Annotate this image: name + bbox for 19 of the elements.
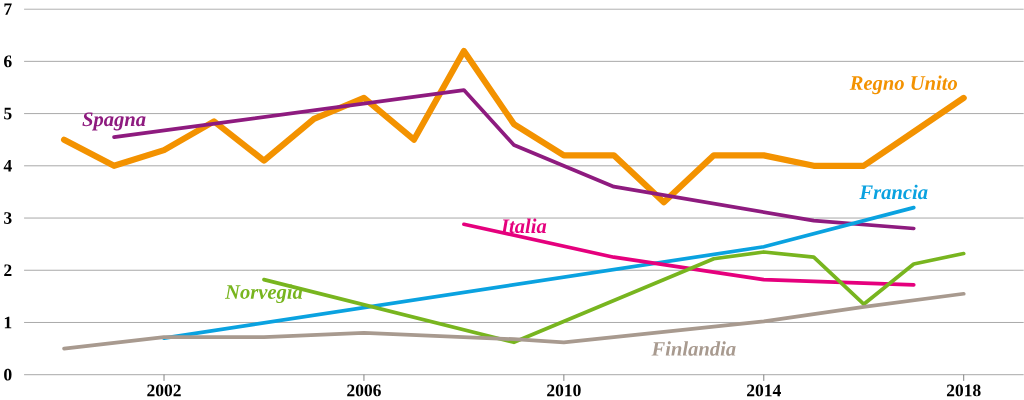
x-tick-label: 2014 <box>747 384 781 397</box>
series-label: Regno Unito <box>849 75 958 95</box>
x-tick-label: 2010 <box>547 384 581 397</box>
series-label: Finlandia <box>651 341 736 356</box>
y-tick-label: 0 <box>4 368 12 381</box>
y-tick-label: 7 <box>4 3 12 15</box>
series-label: Norvegia <box>224 284 303 304</box>
series-label: Italia <box>500 218 547 234</box>
y-tick-label: 6 <box>4 55 12 68</box>
y-tick-label: 2 <box>4 264 12 277</box>
y-tick-label: 3 <box>4 212 12 225</box>
x-tick-label: 2006 <box>347 384 381 397</box>
y-tick-label: 5 <box>4 107 12 120</box>
y-tick-label: 4 <box>3 160 12 172</box>
x-tick-label: 2018 <box>946 384 981 397</box>
series-label: Spagna <box>82 112 146 131</box>
x-tick-label: 2002 <box>147 384 181 397</box>
series-label: Francia <box>859 184 928 200</box>
y-tick-label: 1 <box>4 316 12 329</box>
